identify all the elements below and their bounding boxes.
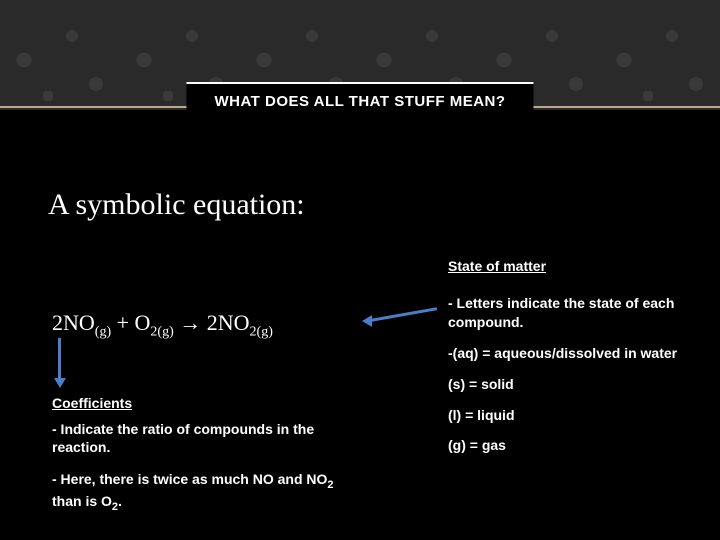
state-line-2: -(aq) = aqueous/dissolved in water	[448, 344, 698, 363]
state-of-matter-header: State of matter	[448, 258, 546, 274]
sub-1: (g)	[95, 324, 111, 339]
chemical-equation: 2NO(g) + O2(g) → 2NO2(g)	[52, 310, 273, 340]
coeff2-part-a: - Here, there is twice as much NO and NO	[52, 471, 327, 487]
title-box: WHAT DOES ALL THAT STUFF MEAN?	[186, 82, 533, 122]
arrow-left-icon	[370, 311, 438, 322]
plus: +	[111, 310, 134, 335]
species-3: NO	[218, 310, 250, 335]
coeff2-sub1: 2	[327, 479, 333, 491]
coeff-3: 2	[207, 310, 218, 335]
coeff2-part-c: .	[118, 493, 122, 509]
coeff2-part-b: than is O	[52, 493, 112, 509]
sub-3b: (g)	[257, 324, 273, 339]
coefficients-line-1: - Indicate the ratio of compounds in the…	[52, 420, 352, 456]
coefficients-header: Coefficients	[52, 395, 132, 411]
species-1: NO	[63, 310, 95, 335]
species-2: O	[135, 310, 151, 335]
state-line-3: (s) = solid	[448, 375, 698, 394]
state-definitions: - Letters indicate the state of each com…	[448, 294, 698, 467]
reaction-arrow: →	[174, 310, 207, 335]
subtitle: A symbolic equation:	[48, 188, 305, 222]
state-line-1: - Letters indicate the state of each com…	[448, 294, 698, 332]
sub-2b: (g)	[157, 324, 173, 339]
state-line-5: (g) = gas	[448, 436, 698, 455]
sub-3a: 2	[250, 324, 257, 339]
slide-title: WHAT DOES ALL THAT STUFF MEAN?	[214, 92, 505, 112]
coefficients-line-2: - Here, there is twice as much NO and NO…	[52, 470, 352, 514]
coeff-1: 2	[52, 310, 63, 335]
state-line-4: (l) = liquid	[448, 406, 698, 425]
arrow-down-icon	[58, 338, 66, 388]
